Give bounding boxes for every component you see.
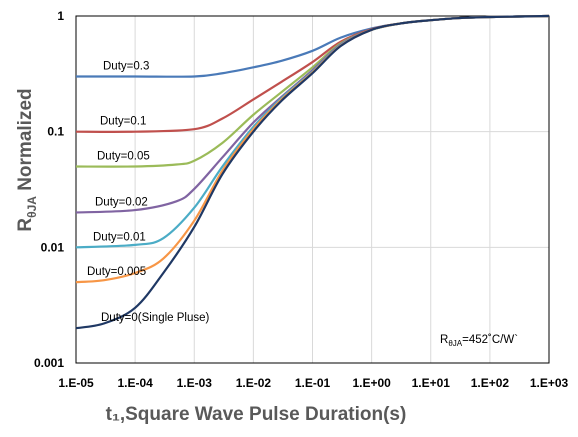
thermal-resistance-annotation: RθJA=452˚C/W` xyxy=(440,334,518,348)
x-axis-title: t₁,Square Wave Pulse Duration(s) xyxy=(106,404,407,425)
curve-label: Duty=0.02 xyxy=(95,197,148,209)
curve-label: Duty=0(Single Pluse) xyxy=(101,312,210,324)
y-axis-title-rest: Normalized xyxy=(15,88,36,196)
y-tick-label: 0.001 xyxy=(34,356,64,370)
x-tick-label: 1.E+03 xyxy=(530,376,569,390)
x-tick-label: 1.E-04 xyxy=(117,376,153,390)
annotation-main: R xyxy=(440,334,448,346)
annotation-subscript: θJA xyxy=(448,339,462,348)
curve-label: Duty=0.01 xyxy=(93,231,146,243)
series-layer xyxy=(75,14,550,330)
annotation-rest: =452˚C/W` xyxy=(462,334,518,346)
curve-label: Duty=0.05 xyxy=(97,150,150,162)
curve-label: Duty=0.005 xyxy=(87,266,146,278)
y-tick-labels: 1 0.1 0.01 0.001 xyxy=(34,9,64,370)
y-tick-label: 1 xyxy=(57,9,64,23)
x-tick-label: 1.E+02 xyxy=(471,376,510,390)
y-axis-title-subscript: θJA xyxy=(25,196,39,218)
y-axis-title: RθJA Normalized xyxy=(15,88,39,231)
plot-frame xyxy=(75,15,550,364)
curve-label: Duty=0.3 xyxy=(103,60,149,72)
x-tick-label: 1.E-01 xyxy=(295,376,331,390)
x-tick-labels: 1.E-05 1.E-04 1.E-03 1.E-02 1.E-01 1.E+00 1.E+… xyxy=(58,376,568,390)
x-tick-label: 1.E-03 xyxy=(177,376,213,390)
x-tick-label: 1.E+01 xyxy=(412,376,451,390)
x-tick-label: 1.E-02 xyxy=(236,376,272,390)
x-tick-label: 1.E+00 xyxy=(352,376,391,390)
y-tick-label: 0.01 xyxy=(41,240,65,254)
curve-label: Duty=0.1 xyxy=(100,116,146,128)
curve-labels: Duty=0.3 Duty=0.1 Duty=0.05 Duty=0.02 Duty=0… xyxy=(87,60,210,324)
x-tick-label: 1.E-05 xyxy=(58,376,94,390)
y-tick-label: 0.1 xyxy=(47,125,64,139)
y-axis-title-main: R xyxy=(15,218,36,232)
series-line-duty-0-single-pluse xyxy=(75,14,550,330)
